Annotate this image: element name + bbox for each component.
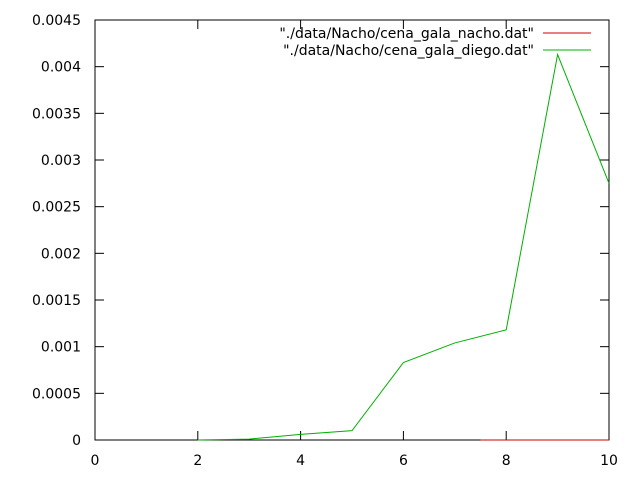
y-tick-label: 0.0015 [32, 293, 81, 309]
legend: "./data/Nacho/cena_gala_nacho.dat""./dat… [279, 26, 591, 59]
x-tick-label: 6 [399, 453, 408, 469]
series-layer [197, 52, 610, 441]
x-tick-label: 10 [600, 453, 618, 469]
plot-frame-layer [94, 19, 610, 441]
y-tick-label: 0.004 [41, 60, 81, 76]
y-tick-label: 0.0025 [32, 200, 81, 216]
legend-entry-label-2: "./data/Nacho/cena_gala_diego.dat" [283, 43, 534, 59]
ticks-layer: 0 2 4 6 8 10 0 0.0005 0.001 0.0015 0.002 0.0025 0.00… [32, 13, 618, 469]
y-tick-label: 0.0035 [32, 106, 81, 122]
x-tick-label: 8 [502, 453, 511, 469]
y-tick-label: 0.001 [41, 340, 81, 356]
y-tick-label: 0.002 [41, 246, 81, 262]
plot-border [94, 19, 610, 441]
x-tick-label: 0 [91, 453, 100, 469]
series-line-2 [197, 52, 610, 441]
y-tick-label: 0.0045 [32, 13, 81, 29]
y-tick-label: 0.0005 [32, 386, 81, 402]
x-tick-label: 2 [193, 453, 202, 469]
y-tick-label: 0 [72, 433, 81, 449]
y-tick-label: 0.003 [41, 153, 81, 169]
legend-entry-label-1: "./data/Nacho/cena_gala_nacho.dat" [279, 26, 534, 42]
x-tick-label: 4 [296, 453, 305, 469]
